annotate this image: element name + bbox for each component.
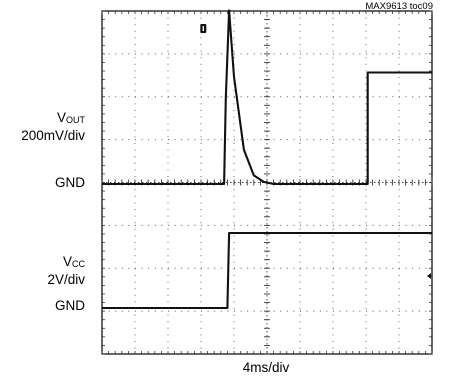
markers: [200, 24, 431, 279]
vout-label-sub: OUT: [66, 115, 85, 125]
vout-channel-label: VOUT: [57, 110, 85, 125]
vcc-label-main: V: [62, 254, 72, 269]
vout-scale-label: 200mV/div: [21, 128, 85, 143]
figure-id-label: MAX9613 toc09: [365, 1, 433, 12]
vout-label-main: V: [56, 110, 66, 125]
vcc-channel-label: VCC: [63, 254, 85, 269]
x-scale-label: 4ms/div: [242, 360, 290, 375]
vcc-ground-label: GND: [55, 298, 85, 313]
vcc-label-sub: CC: [72, 259, 85, 269]
vout-trace: [102, 9, 432, 186]
vcc-scale-label: 2V/div: [47, 272, 85, 287]
vcc-trace: [102, 231, 432, 310]
traces: [102, 9, 432, 310]
vout-ground-label: GND: [55, 175, 85, 190]
trigger-level-arrow-icon: [427, 273, 431, 279]
